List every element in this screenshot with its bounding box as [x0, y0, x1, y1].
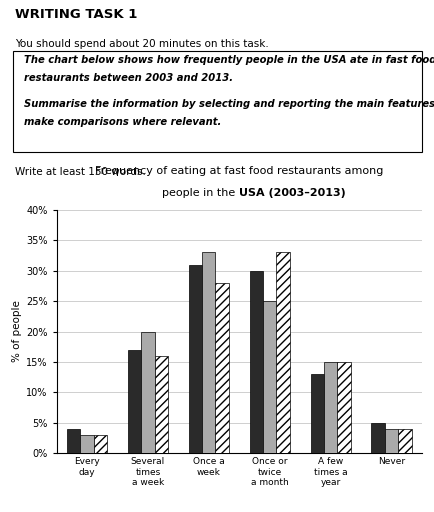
- Bar: [215, 283, 228, 453]
- Bar: [67, 429, 80, 453]
- Bar: [276, 252, 289, 453]
- Text: Frequency of eating at fast food restaurants among: Frequency of eating at fast food restaur…: [95, 166, 382, 176]
- Text: Write at least 150 words.: Write at least 150 words.: [15, 167, 146, 177]
- Text: Summarise the information by selecting and reporting the main features, and: Summarise the information by selecting a…: [24, 99, 434, 109]
- Y-axis label: % of people: % of people: [12, 301, 22, 362]
- Bar: [80, 435, 93, 453]
- Text: make comparisons where relevant.: make comparisons where relevant.: [24, 117, 220, 127]
- Bar: [323, 362, 336, 453]
- Bar: [188, 265, 202, 453]
- Text: restaurants between 2003 and 2013.: restaurants between 2003 and 2013.: [24, 73, 232, 83]
- Text: WRITING TASK 1: WRITING TASK 1: [15, 8, 137, 21]
- Bar: [336, 362, 350, 453]
- Bar: [249, 271, 263, 453]
- Text: USA (2003–2013): USA (2003–2013): [239, 188, 345, 198]
- Bar: [141, 332, 154, 453]
- Bar: [202, 252, 215, 453]
- Bar: [128, 350, 141, 453]
- Bar: [397, 429, 411, 453]
- FancyBboxPatch shape: [13, 51, 421, 152]
- Bar: [93, 435, 107, 453]
- Bar: [154, 356, 168, 453]
- Bar: [310, 374, 323, 453]
- Bar: [263, 301, 276, 453]
- Text: people in the: people in the: [162, 188, 239, 198]
- Bar: [371, 423, 384, 453]
- Text: The chart below shows how frequently people in the USA ate in fast food: The chart below shows how frequently peo…: [24, 55, 434, 66]
- Text: You should spend about 20 minutes on this task.: You should spend about 20 minutes on thi…: [15, 39, 268, 49]
- Bar: [384, 429, 397, 453]
